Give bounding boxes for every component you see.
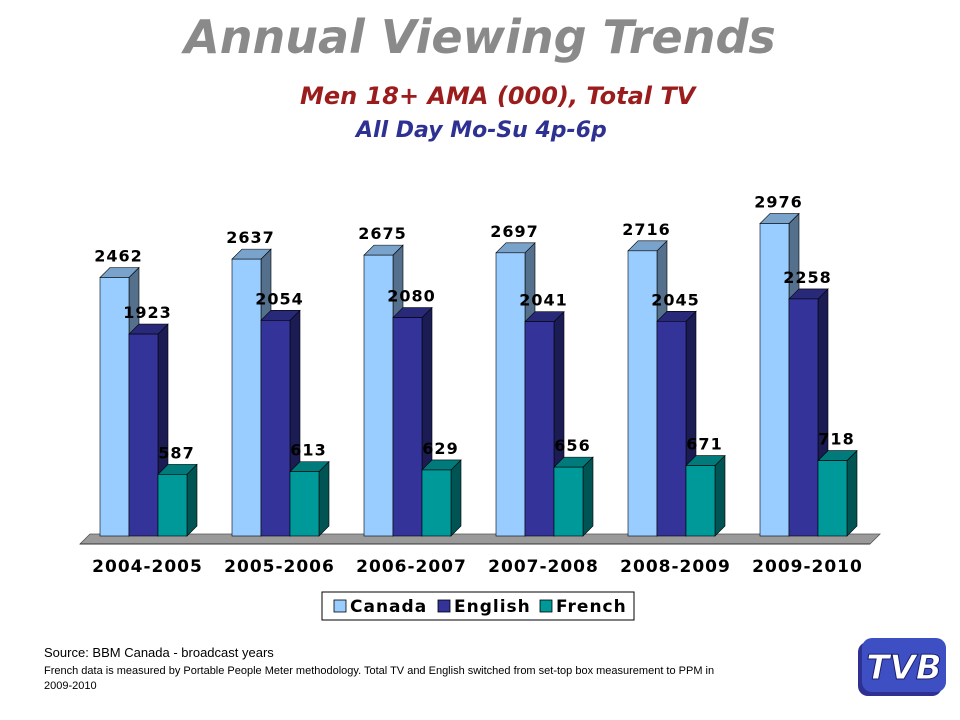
legend-box [321,591,635,621]
bar-english-2006-2007 [392,306,433,537]
data-label: 613 [290,441,326,460]
chart-subtitle-daypart: All Day Mo-Su 4p-6p [356,118,607,143]
bar-french-2008-2009 [685,454,726,537]
data-label: 2976 [754,193,803,212]
data-label: 2054 [255,289,304,308]
data-label: 2045 [651,290,700,309]
data-label: 2080 [387,287,436,306]
bar-front [524,321,555,537]
source-note: Source: BBM Canada - broadcast years [44,645,274,660]
bar-side [318,460,330,537]
data-label: 718 [818,430,854,449]
bar-front [231,258,262,537]
data-label: 656 [554,436,590,455]
x-tick-label: 2009-2010 [752,557,863,577]
x-tick-label: 2005-2006 [224,557,335,577]
bar-front [128,333,159,537]
bar-side [450,459,462,537]
logo-text: TVB [866,648,941,688]
bar-front [157,474,188,537]
x-axis-labels: 2004-2005 2005-2006 2006-2007 2007-2008 2008… [92,557,863,577]
data-label: 2716 [622,220,671,239]
bar-french-2005-2006 [289,460,330,537]
bar-front [788,298,819,537]
data-label: 2697 [490,222,539,241]
bar-side [714,454,726,537]
chart-subtitle: Men 18+ AMA (000), Total TV [300,82,696,110]
bar-front [553,466,584,537]
data-label: 2258 [783,268,832,287]
legend-swatch-english [437,599,451,613]
legend-swatch-canada [333,599,347,613]
chart-bars: 2462 1923 587 2637 2054 613 2675 2080 629 2697 204… [94,193,858,537]
data-label: 2637 [226,228,275,247]
bar-chart: 2462 1923 587 2637 2054 613 2675 2080 629 2697 204… [79,193,881,621]
bar-front [656,320,687,537]
bar-front [260,320,291,537]
methodology-note: French data is measured by Portable Peop… [44,665,715,692]
bar-french-2004-2005 [157,463,198,537]
bar-side [846,449,858,537]
bar-front [99,277,130,537]
legend-label-canada: Canada [350,597,427,617]
bar-english-2004-2005 [128,323,169,537]
legend-label-english: English [454,597,531,617]
data-label: 587 [158,443,194,462]
legend-label-french: French [556,597,627,617]
bar-french-2009-2010 [817,449,858,537]
bar-side [582,456,594,537]
x-tick-label: 2006-2007 [356,557,467,577]
x-tick-label: 2004-2005 [92,557,203,577]
bar-front [392,317,423,537]
data-label: 629 [422,439,458,458]
data-label: 671 [686,435,722,454]
bar-front [685,465,716,537]
x-tick-label: 2007-2008 [488,557,599,577]
x-tick-label: 2008-2009 [620,557,731,577]
chart-floor [79,533,881,545]
bar-french-2007-2008 [553,456,594,537]
data-label: 2462 [94,246,143,265]
tvb-logo: TVB [858,638,946,696]
page-title: Annual Viewing Trends [184,10,776,64]
data-label: 2041 [519,291,568,310]
bar-side [186,463,198,537]
bar-front [289,471,320,537]
legend-swatch-french [539,599,553,613]
bar-front [421,469,452,537]
bar-french-2006-2007 [421,459,462,537]
bar-front [363,254,394,537]
data-label: 2675 [358,224,407,243]
bar-front [817,460,848,537]
data-label: 1923 [123,303,172,322]
chart-legend: Canada English French [321,591,635,621]
